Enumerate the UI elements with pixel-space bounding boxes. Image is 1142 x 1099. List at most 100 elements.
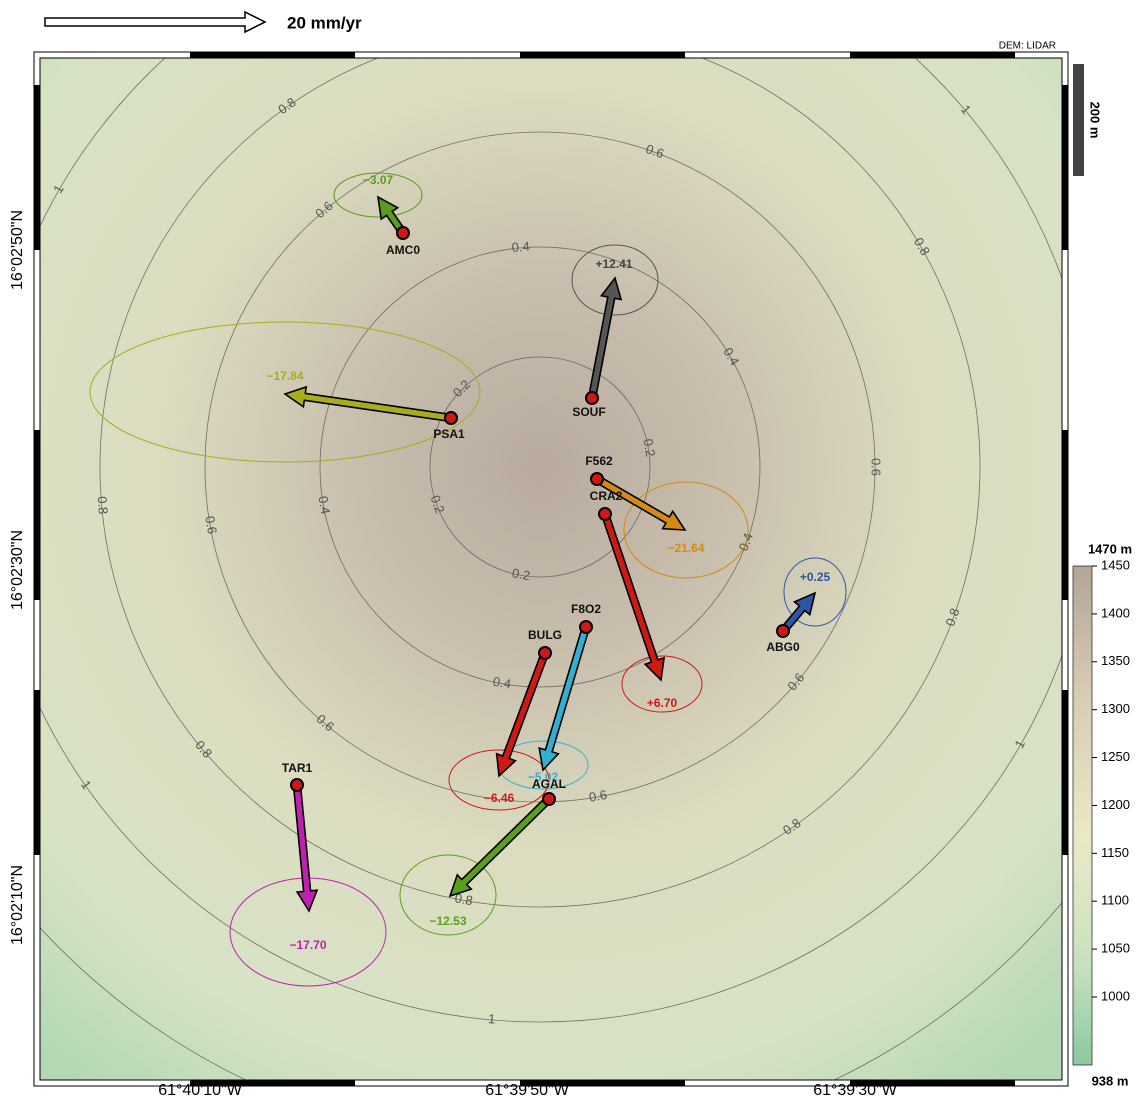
dem-source: DEM: LIDAR (999, 41, 1056, 52)
station-name: F8O2 (571, 602, 601, 616)
station-value: +12.41 (595, 257, 632, 271)
error-ellipse (783, 557, 847, 627)
contour-label: 0.8 (942, 606, 962, 628)
frame-bar (850, 52, 1015, 58)
station-name: ABG0 (766, 640, 800, 654)
contour-label: 0.6 (869, 458, 884, 476)
station-name: AMC0 (386, 243, 420, 257)
station-value: −12.53 (429, 914, 466, 928)
station-value: +0.25 (800, 570, 831, 584)
colorbar-tick-label: 1050 (1101, 941, 1130, 956)
velocity-arrow (448, 795, 553, 898)
station-value: −3.07 (363, 173, 394, 187)
colorbar-tick-label: 1300 (1101, 701, 1130, 716)
station-name: BULG (528, 628, 562, 642)
error-ellipse (399, 854, 497, 936)
station-marker (290, 778, 304, 792)
contour-label: 0.6 (588, 787, 608, 805)
velocity-vectors (283, 195, 817, 913)
map-frame (33, 51, 1069, 1087)
error-ellipse (621, 655, 703, 713)
station-name: CRA2 (590, 489, 623, 503)
frame-bar (190, 52, 355, 58)
frame-bar (520, 1080, 685, 1086)
contour-label: 0.2 (640, 438, 658, 458)
velocity-arrow (292, 783, 319, 913)
longitude-label: 61°39'30"W (813, 1082, 898, 1099)
colorbar-max: 1470 m (1088, 541, 1132, 556)
colorbar-min: 938 m (1092, 1073, 1129, 1088)
velocity-arrow (600, 511, 666, 682)
velocity-arrow (283, 385, 453, 423)
contour-line (319, 246, 761, 688)
station-value: +6.70 (647, 696, 678, 710)
station-name: F562 (585, 454, 613, 468)
error-ellipse (89, 321, 481, 463)
station-marker (579, 620, 593, 634)
latitude-label: 16°02'10"N (9, 865, 26, 945)
colorbar (1072, 565, 1093, 1066)
station-labels: −3.07 AMC0 +12.41 SOUF −17.84 PSA1 −21.64 F562 +… (266, 173, 830, 952)
reference-vector (44, 10, 267, 34)
latitude-label: 16°02'30"N (9, 530, 26, 610)
vector-scale-label: 20 mm/yr (287, 13, 362, 32)
velocity-arrow (587, 276, 623, 400)
colorbar-tick-label: 1200 (1101, 797, 1130, 812)
longitude-label: 61°39'50"W (485, 1082, 570, 1099)
colorbar-tick-label: 1450 (1101, 557, 1130, 572)
contour-label: 0.6 (202, 515, 220, 535)
contour-label: 0.2 (427, 493, 447, 515)
frame-bar (1062, 690, 1068, 855)
colorbar-tick-label: 1400 (1101, 605, 1130, 620)
contour-label: 0.6 (644, 141, 666, 161)
station-marker (585, 391, 599, 405)
error-ellipse (448, 749, 550, 811)
station-marker (590, 472, 604, 486)
contour-label: 0.2 (511, 565, 531, 583)
station-name: SOUF (572, 405, 605, 419)
station-value: −21.64 (667, 541, 704, 555)
colorbar-tick-label: 1250 (1101, 749, 1130, 764)
contour-line (429, 356, 651, 578)
error-ellipse (623, 481, 749, 579)
error-ellipse (333, 172, 423, 218)
scale-bar (1073, 64, 1084, 176)
frame-bar (1062, 430, 1068, 600)
station-name: PSA1 (433, 427, 465, 441)
frame-bar (850, 1080, 1015, 1086)
contour-label: 0.8 (454, 890, 474, 908)
station-value: −6.46 (484, 791, 515, 805)
error-ellipse (571, 244, 659, 316)
station-value: −17.70 (289, 938, 326, 952)
colorbar-tick-label: 1350 (1101, 653, 1130, 668)
station-name: AGAL (532, 777, 566, 791)
contour-label: 0.4 (315, 495, 333, 515)
contour-label: 0.4 (511, 239, 530, 256)
colorbar-tick-label: 1100 (1101, 893, 1129, 908)
contour-line (40, 58, 1062, 1023)
station-value: −17.84 (266, 369, 303, 383)
latitude-label: 16°02'50"N (9, 210, 26, 290)
frame-bar (34, 85, 40, 250)
dem-background (40, 58, 1062, 1080)
station-marker (598, 507, 612, 521)
longitude-label: 61°40'10"W (158, 1082, 243, 1099)
station-marker (396, 226, 410, 240)
station-value: −5.02 (528, 770, 559, 784)
colorbar-ticks: 1000 1050 1100 1150 1200 1250 1300 1350 1400 1450 (1092, 557, 1130, 1003)
velocity-arrow (495, 650, 550, 778)
station-marker (542, 792, 556, 806)
scale-bar-label: 200 m (1088, 102, 1103, 139)
colorbar-tick-label: 1000 (1101, 988, 1130, 1003)
colorbar-tick-label: 1150 (1101, 845, 1129, 860)
frame-bar (190, 1080, 355, 1086)
station-name: TAR1 (282, 761, 313, 775)
contour-label: 0.4 (492, 674, 512, 692)
station-marker (444, 411, 458, 425)
velocity-arrow (594, 474, 687, 531)
stations: −3.07 AMC0 +12.41 SOUF −17.84 PSA1 −21.64 F562 +… (89, 172, 847, 987)
contour-label: 0.8 (94, 496, 111, 515)
frame-bar (34, 430, 40, 600)
velocity-arrow (538, 624, 591, 772)
